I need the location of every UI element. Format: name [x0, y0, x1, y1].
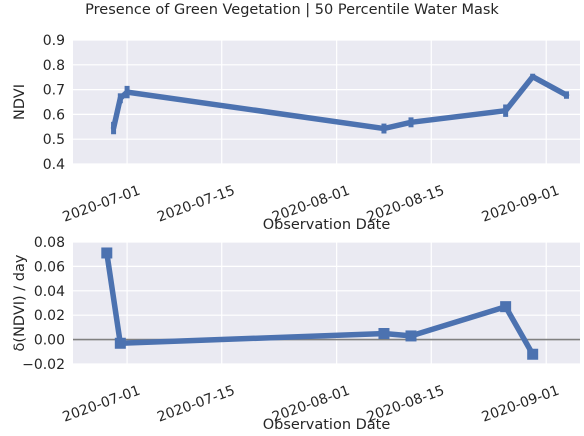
figure-title: Presence of Green Vegetation | 50 Percen…: [85, 2, 499, 18]
y-axis-label: δ(NDVI) / day: [12, 254, 28, 351]
y-axis-label: NDVI: [12, 84, 28, 120]
x-tick-label: 2020-07-01: [61, 383, 143, 426]
y-tick-label: −0.02: [22, 357, 65, 373]
y-tick-label: 0.02: [34, 308, 65, 324]
y-tick-label: 0.6: [43, 107, 65, 123]
y-tick-label: 0.7: [43, 83, 65, 99]
x-tick-label: 2020-07-01: [61, 183, 143, 226]
y-tick-label: 0.04: [34, 284, 65, 300]
y-tick-label: 0.08: [34, 235, 65, 251]
data-point: [378, 328, 390, 339]
x-tick-label: 2020-07-15: [155, 383, 237, 426]
x-tick-label: 2020-09-01: [480, 383, 562, 426]
data-point: [101, 247, 113, 259]
data-point: [500, 301, 512, 313]
chart-panel-2: −0.02 0.00 0.02 0.04 0.06 0.08 2020-07-01 2020-…: [12, 235, 580, 433]
y-tick-label: 0.5: [43, 132, 65, 148]
y-tick-label: 0.9: [43, 33, 65, 49]
data-point: [527, 348, 539, 360]
x-tick-label: 2020-07-15: [155, 183, 237, 226]
x-tick-label: 2020-09-01: [480, 183, 562, 226]
data-point: [405, 330, 417, 342]
y-tick-label: 0.06: [34, 259, 65, 275]
x-axis-label: Observation Date: [263, 417, 391, 433]
series-line: [104, 250, 536, 357]
y-tick-label: 0.00: [34, 333, 65, 349]
chart-panel-1: 0.4 0.5 0.6 0.7 0.8 0.9 2020-07-01 2020-07-15 20…: [12, 33, 580, 233]
y-tick-label: 0.8: [43, 58, 65, 74]
x-axis-label: Observation Date: [263, 217, 391, 233]
plot-background: [73, 40, 580, 164]
data-point: [114, 337, 126, 349]
y-tick-label: 0.4: [43, 157, 65, 173]
